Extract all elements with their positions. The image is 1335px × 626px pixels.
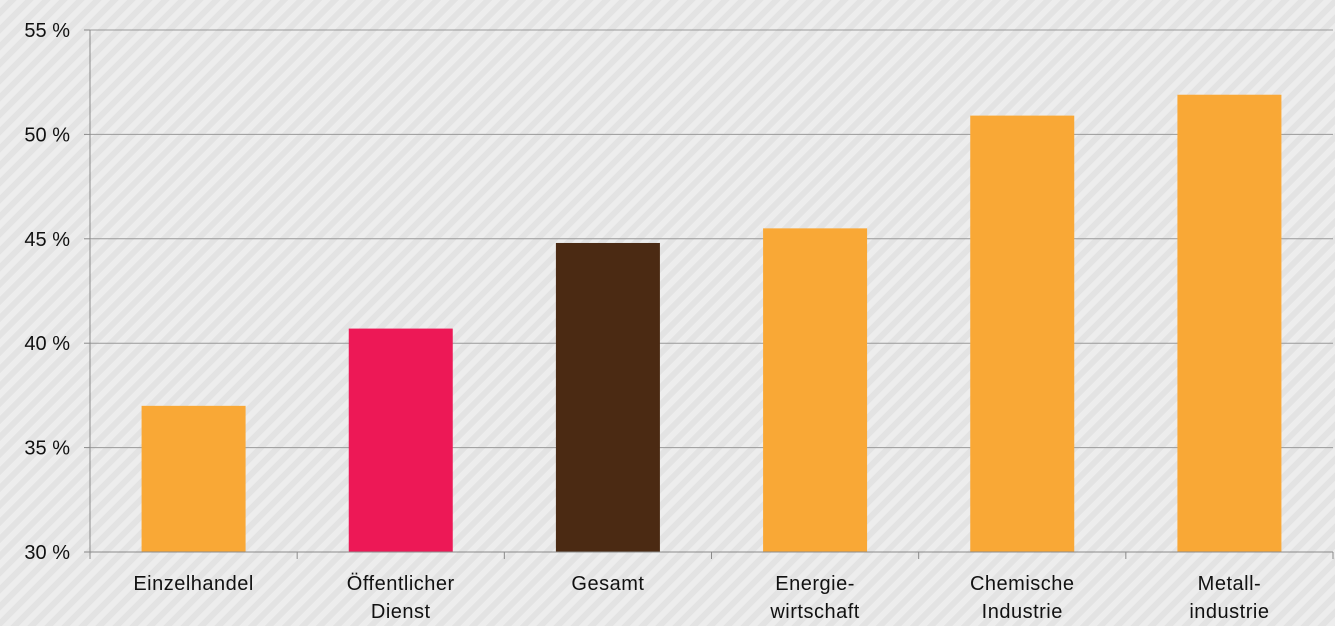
category-label: Energie- (775, 573, 855, 595)
category-label: Einzelhandel (133, 573, 254, 595)
axes (89, 30, 1334, 559)
bar (1177, 94, 1282, 552)
gridlines (84, 29, 1333, 553)
category-label: Chemische (970, 573, 1075, 595)
y-tick-label: 30 % (24, 542, 70, 564)
bar (348, 328, 453, 552)
category-label: wirtschaft (769, 601, 859, 623)
category-label: industrie (1189, 601, 1269, 623)
category-label: Gesamt (571, 573, 644, 595)
category-label: Industrie (982, 601, 1063, 623)
y-tick-label: 40 % (24, 333, 70, 355)
bars (141, 94, 1282, 553)
y-tick-label: 35 % (24, 438, 70, 460)
labels: 30 % 35 % 40 % 45 % 50 % 55 % Einzelhandel Öffe… (24, 20, 1269, 623)
bar (141, 405, 246, 552)
bar (763, 228, 868, 553)
category-label: Öffentlicher (347, 573, 455, 595)
bar (970, 115, 1075, 552)
category-label: Metall- (1198, 573, 1262, 595)
bar (555, 242, 660, 552)
y-tick-label: 50 % (24, 124, 70, 146)
y-tick-label: 55 % (24, 20, 70, 42)
category-label: Dienst (371, 601, 431, 623)
y-tick-label: 45 % (24, 229, 70, 251)
